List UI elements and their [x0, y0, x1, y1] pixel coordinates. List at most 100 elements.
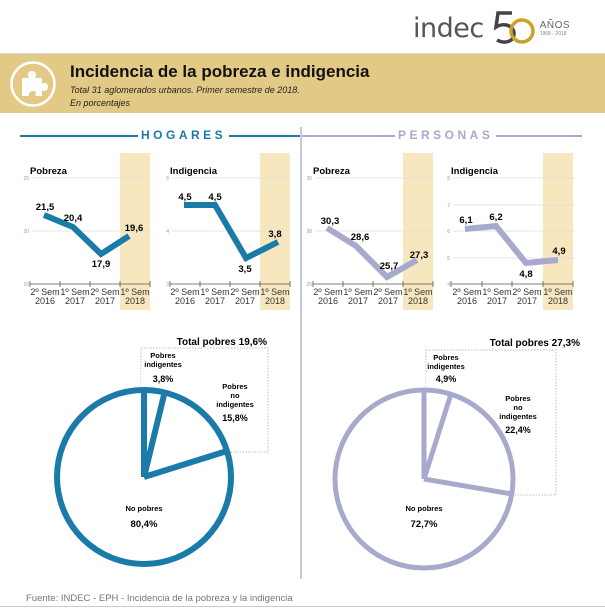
- svg-text:8: 8: [447, 176, 450, 182]
- svg-text:4,9: 4,9: [552, 246, 565, 257]
- svg-text:2º Sem: 2º Sem: [90, 287, 119, 297]
- svg-text:indigentes: indigentes: [144, 360, 182, 369]
- svg-text:2º Sem: 2º Sem: [230, 287, 259, 297]
- section-label-personas: PERSONAS: [395, 128, 497, 142]
- svg-text:1º Sem: 1º Sem: [120, 287, 149, 297]
- svg-text:5: 5: [166, 176, 169, 182]
- svg-text:indigentes: indigentes: [499, 412, 537, 421]
- section-label-hogares: HOGARES: [138, 128, 230, 142]
- section-divider: [300, 127, 302, 579]
- svg-text:20,4: 20,4: [64, 213, 83, 224]
- footer-divider: [0, 606, 605, 607]
- svg-text:25: 25: [306, 282, 312, 288]
- logo-50-icon: [493, 11, 535, 44]
- logo-years: 1968 - 2018: [539, 30, 567, 37]
- line-chart-personas-pobreza: Pobreza 35 30 25 30,3 28,6 25,7 27,3 2º …: [306, 153, 434, 310]
- source-footer: Fuente: INDEC - EPH - Incidencia de la p…: [26, 593, 293, 604]
- svg-text:4,8: 4,8: [519, 269, 532, 280]
- chart-title: Pobreza: [313, 166, 351, 177]
- svg-text:3,8%: 3,8%: [153, 374, 174, 384]
- svg-text:2017: 2017: [348, 296, 368, 306]
- svg-text:1º Sem: 1º Sem: [543, 287, 572, 297]
- svg-text:1º Sem: 1º Sem: [200, 287, 229, 297]
- svg-text:17,9: 17,9: [92, 259, 111, 270]
- svg-text:2017: 2017: [487, 296, 507, 306]
- svg-text:72,7%: 72,7%: [411, 519, 438, 530]
- svg-text:2017: 2017: [517, 296, 537, 306]
- svg-text:15,8%: 15,8%: [222, 413, 248, 423]
- svg-text:28,6: 28,6: [351, 232, 370, 243]
- svg-text:6,1: 6,1: [459, 215, 473, 226]
- subtitle-text: Total 31 aglomerados urbanos. Primer sem…: [70, 85, 300, 95]
- svg-text:27,3: 27,3: [410, 250, 429, 261]
- svg-text:No pobres: No pobres: [405, 504, 442, 513]
- svg-text:6,2: 6,2: [489, 212, 502, 223]
- svg-text:25,7: 25,7: [380, 261, 399, 272]
- svg-text:6: 6: [447, 229, 450, 235]
- svg-text:2018: 2018: [548, 296, 568, 306]
- svg-text:22,4%: 22,4%: [505, 425, 531, 435]
- svg-text:no: no: [513, 403, 523, 412]
- svg-text:2017: 2017: [378, 296, 398, 306]
- indec-logo: indec AÑOS 1968 - 2018: [413, 10, 570, 46]
- logo-anos: AÑOS: [539, 19, 571, 31]
- svg-text:2º Sem: 2º Sem: [373, 287, 402, 297]
- svg-text:2º Sem: 2º Sem: [30, 287, 59, 297]
- logo-text: indec: [413, 12, 484, 44]
- svg-text:2016: 2016: [175, 296, 195, 306]
- svg-text:25: 25: [23, 176, 29, 182]
- svg-text:No pobres: No pobres: [125, 504, 162, 513]
- svg-text:2º Sem: 2º Sem: [313, 287, 342, 297]
- svg-text:2º Sem: 2º Sem: [170, 287, 199, 297]
- svg-text:19,6: 19,6: [125, 223, 144, 234]
- line-chart-hogares-indigencia: Indigencia 5 4 3 4,5 4,5 3,5 3,8 2º Sem2…: [166, 153, 291, 310]
- svg-text:4,5: 4,5: [178, 192, 192, 203]
- svg-text:Pobres: Pobres: [433, 353, 458, 362]
- svg-text:no: no: [230, 391, 240, 400]
- svg-text:4,5: 4,5: [208, 192, 222, 203]
- svg-text:3: 3: [166, 282, 169, 288]
- svg-text:Pobres: Pobres: [150, 351, 175, 360]
- svg-text:4: 4: [447, 282, 450, 288]
- svg-text:1º Sem: 1º Sem: [343, 287, 372, 297]
- page-title: Incidencia de la pobreza e indigencia: [70, 62, 370, 81]
- svg-text:2016: 2016: [318, 296, 338, 306]
- pie-total-label: Total pobres 19,6%: [177, 337, 268, 348]
- svg-text:3,5: 3,5: [238, 264, 252, 275]
- svg-text:1º Sem: 1º Sem: [260, 287, 289, 297]
- svg-text:2º Sem: 2º Sem: [512, 287, 541, 297]
- section-header-hogares: HOGARES: [20, 128, 300, 142]
- svg-text:Pobres: Pobres: [222, 382, 247, 391]
- chart-title: Indigencia: [170, 166, 218, 177]
- puzzle-icon: [10, 61, 56, 107]
- svg-text:indigentes: indigentes: [216, 400, 254, 409]
- svg-text:20: 20: [23, 229, 29, 235]
- svg-text:15: 15: [23, 282, 29, 288]
- svg-text:35: 35: [306, 176, 312, 182]
- svg-text:4,9%: 4,9%: [436, 374, 457, 384]
- svg-text:3,8: 3,8: [268, 229, 281, 240]
- svg-text:7: 7: [447, 203, 450, 209]
- svg-text:2018: 2018: [125, 296, 145, 306]
- svg-text:2017: 2017: [95, 296, 115, 306]
- svg-text:30: 30: [306, 229, 312, 235]
- pie-chart-personas: Total pobres 27,3% Pobres indigentes 4,9…: [332, 338, 581, 571]
- pie-total-label: Total pobres 27,3%: [490, 338, 581, 349]
- chart-title: Pobreza: [30, 166, 68, 177]
- svg-text:2016: 2016: [457, 296, 477, 306]
- svg-text:1º Sem: 1º Sem: [482, 287, 511, 297]
- svg-text:1º Sem: 1º Sem: [403, 287, 432, 297]
- svg-text:2018: 2018: [265, 296, 285, 306]
- title-banner: Incidencia de la pobreza e indigencia To…: [0, 53, 605, 113]
- svg-text:5: 5: [447, 256, 450, 262]
- svg-text:30,3: 30,3: [321, 216, 340, 227]
- svg-text:2º Sem: 2º Sem: [452, 287, 481, 297]
- svg-text:2016: 2016: [35, 296, 55, 306]
- svg-text:Pobres: Pobres: [505, 394, 530, 403]
- chart-title: Indigencia: [451, 166, 499, 177]
- page-subtitle: Total 31 aglomerados urbanos. Primer sem…: [70, 84, 300, 110]
- svg-text:2017: 2017: [235, 296, 255, 306]
- section-header-personas: PERSONAS: [302, 128, 582, 142]
- svg-text:4: 4: [166, 229, 169, 235]
- svg-text:2018: 2018: [408, 296, 428, 306]
